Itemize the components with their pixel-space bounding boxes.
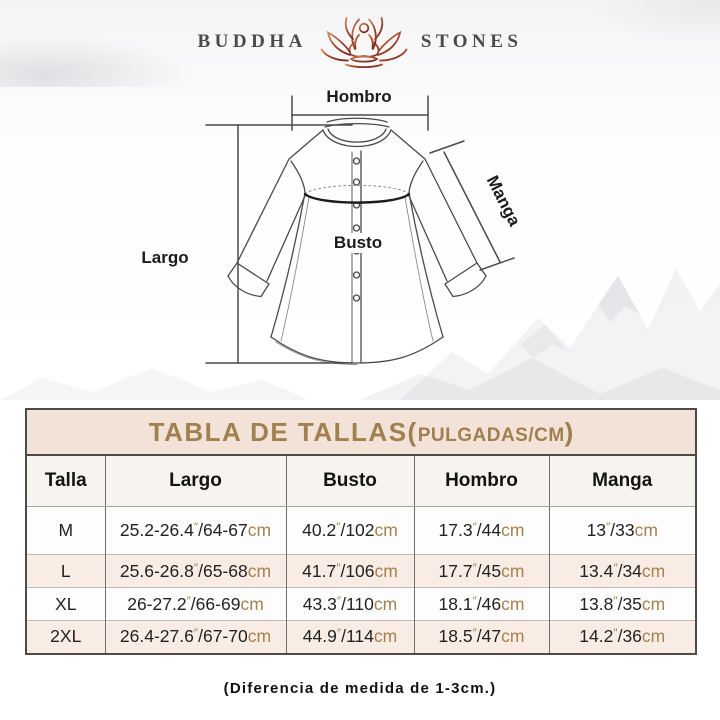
column-header-manga: Manga [548,455,697,507]
measurement-cell-busto: 40.2″/102cm [285,506,414,555]
size-value-cell: M [58,520,74,540]
brand-text-first: BUDDHA [197,31,307,52]
brand-logo: BUDDHA [0,14,720,70]
measurement-cell-largo: 25.2-26.4″/64-67cm [104,506,286,555]
table-title-row: TABLA DE TALLAS(PULGADAS/CM) [26,409,697,456]
measurement-cell-hombro: 17.7″/45cm [413,554,549,588]
table-title-units: PULGADAS/CM [417,424,565,446]
measurement-cell-manga: 14.2″/36cm [548,620,697,654]
column-header-hombro: Hombro [413,455,549,507]
measurement-cell-manga: 13.4″/34cm [548,554,697,588]
size-value-cell: 2XL [26,620,105,654]
table-row: L 25.6-26.8″/65-68cm 41.7″/106cm 17.7″/45cm… [26,554,697,588]
column-header-busto: Busto [285,455,414,507]
size-table-body: M 25.2-26.4″/64-67cm 40.2″/102cm 17.3″/44cm… [26,506,697,654]
measurement-cell-largo: 25.6-26.8″/65-68cm [104,554,286,588]
measurement-cell-hombro: 18.5″/47cm [413,620,549,654]
measurement-cell-largo: 26.4-27.6″/67-70cm [104,620,286,654]
size-value-cell: L [26,554,105,588]
measurement-cell-busto: 44.9″/114cm [285,620,414,654]
mist-wash-left [0,25,380,87]
measurement-cell-hombro: 17.3″/44cm [413,506,549,555]
column-header-largo: Largo [104,455,286,507]
lotus-meditation-icon [320,17,408,69]
length-measure-label: Largo [141,248,189,267]
shirt-measurement-diagram [205,95,515,365]
size-chart-table: TABLA DE TALLAS(PULGADAS/CM) Talla Largo… [25,408,698,655]
table-title-main: TABLA DE TALLAS( [148,416,418,447]
table-title-close: ) [564,416,574,447]
measurement-cell-busto: 43.3″/110cm [285,587,414,621]
table-title: TABLA DE TALLAS(PULGADAS/CM) [26,409,697,456]
measurement-cell-manga: 13″/33cm [548,506,697,555]
measurement-cell-largo: 26-27.2″/66-69cm [104,587,286,621]
measurement-tolerance-note: (Diferencia de medida de 1-3cm.) [223,680,497,697]
table-row: M 25.2-26.4″/64-67cm 40.2″/102cm 17.3″/44cm… [26,506,697,555]
measurement-cell-manga: 13.8″/35cm [548,587,697,621]
column-header-row: Talla Largo Busto Hombro Manga [26,455,697,507]
measurement-cell-busto: 41.7″/106cm [285,554,414,588]
bust-measure-label: Busto [329,233,387,253]
size-value-cell: XL [26,587,105,621]
mist-wash-right [480,0,720,70]
shoulder-measure-label: Hombro [326,87,392,106]
brand-text-second: STONES [420,31,523,52]
table-row: 2XL 26.4-27.6″/67-70cm 44.9″/114cm 18.5″/47… [26,620,697,654]
column-header-talla: Talla [26,455,105,507]
table-row: XL 26-27.2″/66-69cm 43.3″/110cm 18.1″/46cm 1… [26,587,697,621]
measurement-cell-hombro: 18.1″/46cm [413,587,549,621]
